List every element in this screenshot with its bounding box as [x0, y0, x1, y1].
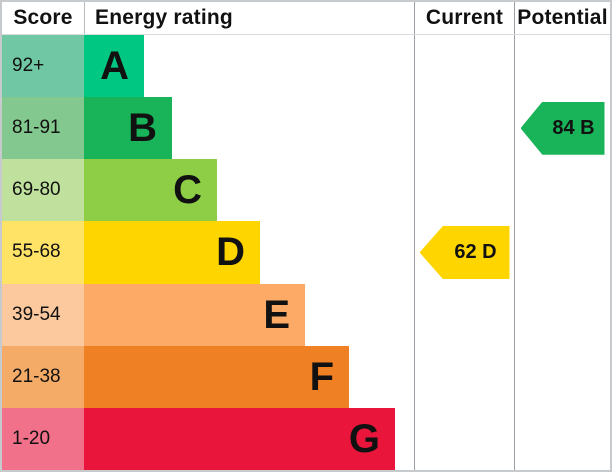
rating-bar: A [84, 35, 144, 98]
rating-row: 69-80 C [2, 159, 610, 222]
rating-letter: E [263, 292, 290, 337]
rating-row: 55-68 D 62 D [2, 221, 610, 284]
header-energy-rating: Energy rating [84, 2, 414, 34]
rating-bar: F [84, 345, 349, 408]
bar-area: A [84, 35, 414, 98]
score-range-cell: 1-20 [2, 407, 84, 470]
potential-rating-arrow: 84 B [520, 101, 605, 155]
score-range-cell: 81-91 [2, 97, 84, 160]
potential-column-cell [514, 159, 610, 222]
rating-letter: G [348, 416, 380, 461]
potential-column-cell [514, 221, 610, 284]
score-range-cell: 69-80 [2, 159, 84, 222]
current-column-cell [414, 407, 514, 470]
bar-area: F [84, 345, 414, 408]
rating-bar: E [84, 283, 305, 346]
bar-area: G [84, 407, 414, 470]
rating-row: 92+ A [2, 35, 610, 98]
potential-column-cell [514, 283, 610, 346]
score-range-cell: 21-38 [2, 345, 84, 408]
rating-row: 1-20 G [2, 407, 610, 470]
arrow-label: 62 D [454, 240, 497, 263]
potential-column-cell [514, 35, 610, 98]
rating-bar: D [84, 221, 260, 284]
current-column-cell [414, 159, 514, 222]
header-potential: Potential [514, 2, 610, 34]
rating-row: 21-38 F [2, 345, 610, 408]
bar-area: C [84, 159, 414, 222]
header-score: Score [13, 6, 73, 29]
current-column-cell [414, 345, 514, 408]
potential-column-cell: 84 B [514, 97, 610, 160]
rating-bar: C [84, 159, 217, 222]
header-current: Current [414, 2, 514, 34]
bar-area: B [84, 97, 414, 160]
rating-row: 81-91 B 84 B [2, 97, 610, 160]
rating-letter: F [309, 354, 334, 399]
arrow-label: 84 B [552, 116, 595, 139]
rating-bar: B [84, 97, 172, 160]
score-range-cell: 92+ [2, 35, 84, 98]
rating-rows: 92+ A 81-91 B 84 B 69-80 C 55-68 [2, 35, 610, 470]
rating-letter: A [100, 44, 129, 89]
score-range-cell: 55-68 [2, 221, 84, 284]
rating-letter: B [128, 106, 157, 151]
potential-column-cell [514, 407, 610, 470]
rating-letter: D [216, 230, 245, 275]
current-column-cell: 62 D [414, 221, 514, 284]
rating-letter: C [173, 168, 202, 213]
current-rating-arrow: 62 D [419, 225, 510, 279]
header-row: Score Energy rating Current Potential [2, 2, 610, 35]
bar-area: D [84, 221, 414, 284]
potential-column-cell [514, 345, 610, 408]
rating-row: 39-54 E [2, 283, 610, 346]
rating-bar: G [84, 407, 395, 470]
bar-area: E [84, 283, 414, 346]
current-column-cell [414, 35, 514, 98]
current-column-cell [414, 97, 514, 160]
score-range-cell: 39-54 [2, 283, 84, 346]
current-column-cell [414, 283, 514, 346]
